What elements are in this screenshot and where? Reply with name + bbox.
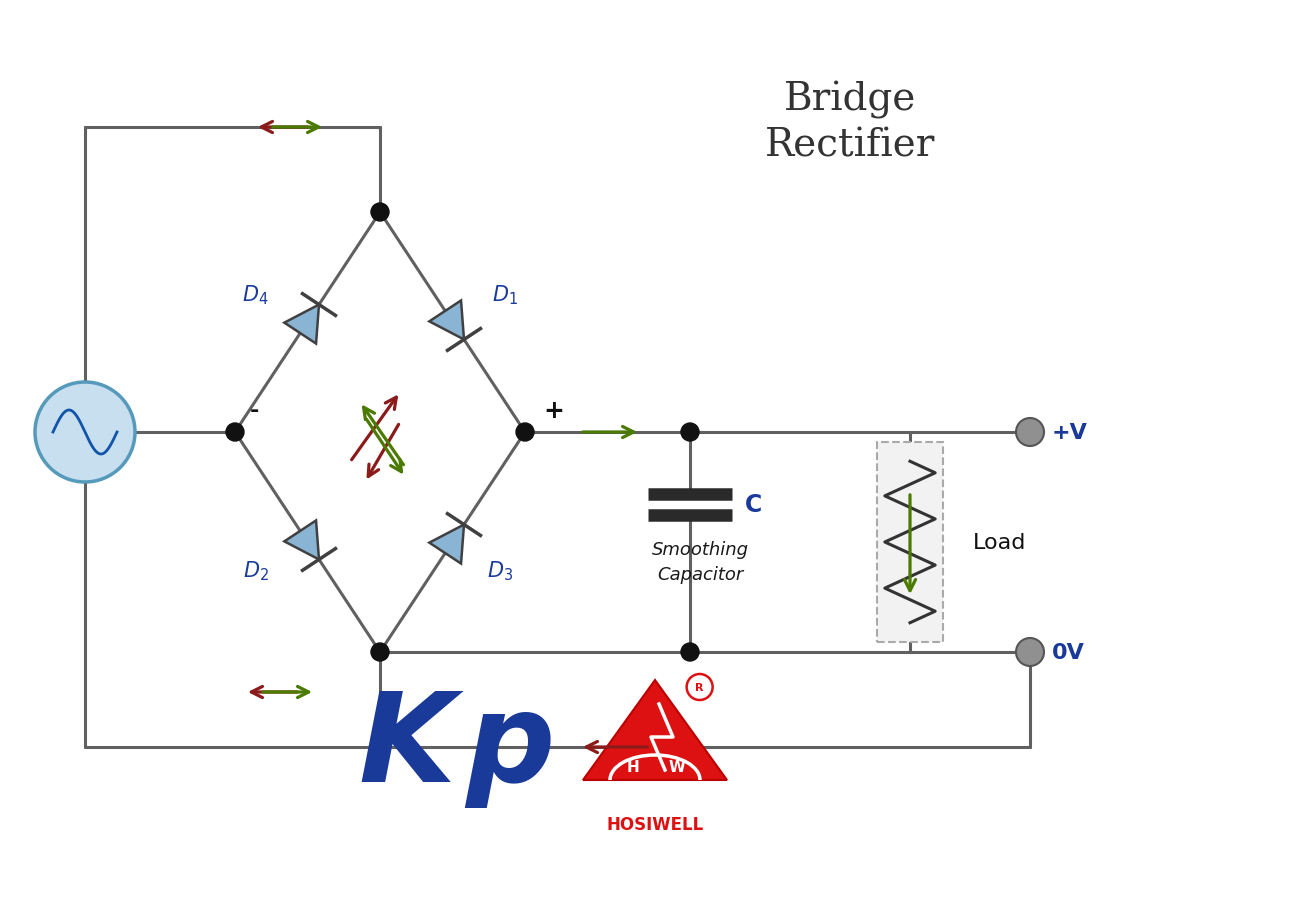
Polygon shape xyxy=(285,305,319,345)
Circle shape xyxy=(516,424,534,441)
Text: R: R xyxy=(695,682,705,692)
Polygon shape xyxy=(429,301,464,340)
Ellipse shape xyxy=(1015,639,1044,667)
Circle shape xyxy=(686,675,712,700)
Text: +: + xyxy=(543,399,564,422)
Polygon shape xyxy=(429,525,464,564)
Text: Bridge
Rectifier: Bridge Rectifier xyxy=(765,81,935,165)
Circle shape xyxy=(1021,643,1039,661)
Circle shape xyxy=(371,643,388,661)
Text: Load: Load xyxy=(974,532,1026,552)
Circle shape xyxy=(35,382,135,483)
Ellipse shape xyxy=(1015,419,1044,446)
Polygon shape xyxy=(285,520,319,560)
Text: Smoothing
Capacitor: Smoothing Capacitor xyxy=(652,540,749,584)
Circle shape xyxy=(371,738,388,756)
Text: $D_3$: $D_3$ xyxy=(488,558,513,582)
Text: H: H xyxy=(627,759,639,775)
Text: HOSIWELL: HOSIWELL xyxy=(606,815,703,833)
Polygon shape xyxy=(583,680,727,780)
Text: W: W xyxy=(669,759,685,775)
Circle shape xyxy=(681,424,699,441)
Text: 0V: 0V xyxy=(1052,642,1085,662)
Text: $D_1$: $D_1$ xyxy=(492,283,517,307)
Text: +V: +V xyxy=(1052,422,1088,443)
Text: C: C xyxy=(745,493,762,517)
Text: $D_4$: $D_4$ xyxy=(243,283,269,307)
Circle shape xyxy=(371,204,388,222)
Text: p: p xyxy=(464,686,555,807)
FancyBboxPatch shape xyxy=(876,443,943,642)
Text: -: - xyxy=(251,400,260,420)
Text: $D_2$: $D_2$ xyxy=(243,558,269,582)
Circle shape xyxy=(681,643,699,661)
Circle shape xyxy=(226,424,244,441)
Text: K: K xyxy=(358,686,455,807)
